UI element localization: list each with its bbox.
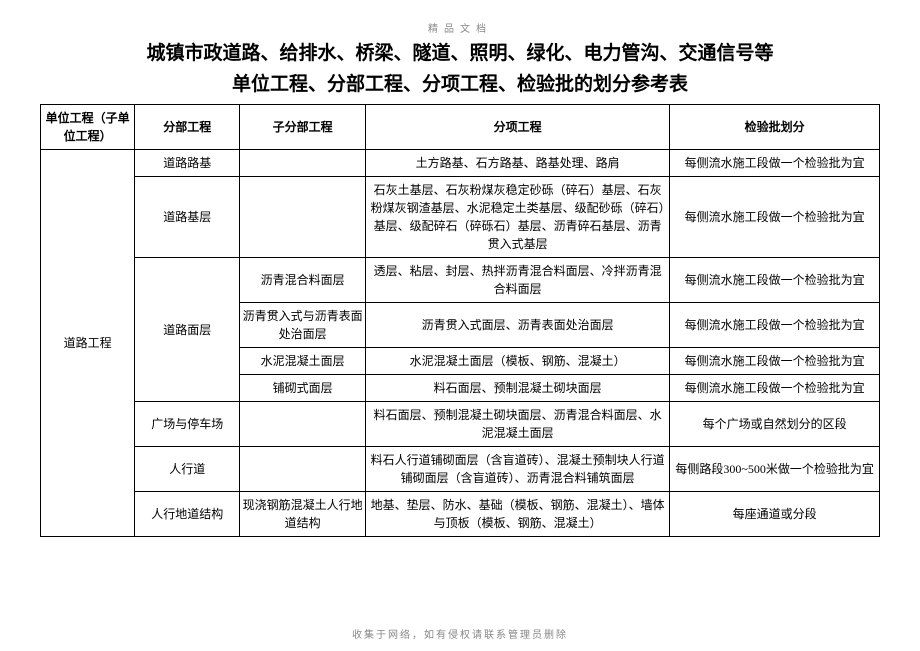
title-line2: 单位工程、分部工程、分项工程、检验批的划分参考表 xyxy=(40,69,880,96)
footer-small-text: 收集于网络，如有侵权请联系管理员删除 xyxy=(0,626,920,641)
cell-items: 料石面层、预制混凝土砌块面层 xyxy=(366,375,670,402)
cell-part: 道路基层 xyxy=(135,177,240,258)
table-row: 人行地道结构 现浇钢筋混凝土人行地道结构 地基、垫层、防水、基础（模板、钢筋、混… xyxy=(41,492,880,537)
cell-sub xyxy=(240,177,366,258)
cell-check: 每侧流水施工段做一个检验批为宜 xyxy=(670,150,880,177)
cell-sub: 现浇钢筋混凝土人行地道结构 xyxy=(240,492,366,537)
cell-sub: 沥青贯入式与沥青表面处治面层 xyxy=(240,303,366,348)
cell-items: 透层、粘层、封层、热拌沥青混合料面层、冷拌沥青混合料面层 xyxy=(366,258,670,303)
table-header-row: 单位工程（子单位工程） 分部工程 子分部工程 分项工程 检验批划分 xyxy=(41,105,880,150)
col-part: 分部工程 xyxy=(135,105,240,150)
cell-items: 料石人行道铺砌面层（含盲道砖）、混凝土预制块人行道铺砌面层（含盲道砖）、沥青混合… xyxy=(366,447,670,492)
cell-check: 每座通道或分段 xyxy=(670,492,880,537)
header-small-text: 精品文档 xyxy=(40,20,880,35)
cell-check: 每个广场或自然划分的区段 xyxy=(670,402,880,447)
cell-sub xyxy=(240,402,366,447)
cell-check: 每侧流水施工段做一个检验批为宜 xyxy=(670,258,880,303)
cell-items: 土方路基、石方路基、路基处理、路肩 xyxy=(366,150,670,177)
table-row: 道路面层 沥青混合料面层 透层、粘层、封层、热拌沥青混合料面层、冷拌沥青混合料面… xyxy=(41,258,880,303)
col-check: 检验批划分 xyxy=(670,105,880,150)
cell-items: 沥青贯入式面层、沥青表面处治面层 xyxy=(366,303,670,348)
cell-part: 人行地道结构 xyxy=(135,492,240,537)
cell-part: 广场与停车场 xyxy=(135,402,240,447)
main-table: 单位工程（子单位工程） 分部工程 子分部工程 分项工程 检验批划分 道路工程 道… xyxy=(40,104,880,537)
cell-part: 道路面层 xyxy=(135,258,240,402)
cell-part: 道路路基 xyxy=(135,150,240,177)
cell-check: 每侧流水施工段做一个检验批为宜 xyxy=(670,375,880,402)
cell-items: 石灰土基层、石灰粉煤灰稳定砂砾（碎石）基层、石灰粉煤灰钢渣基层、水泥稳定土类基层… xyxy=(366,177,670,258)
table-row: 广场与停车场 料石面层、预制混凝土砌块面层、沥青混合料面层、水泥混凝土面层 每个… xyxy=(41,402,880,447)
cell-check: 每侧流水施工段做一个检验批为宜 xyxy=(670,303,880,348)
cell-check: 每侧路段300~500米做一个检验批为宜 xyxy=(670,447,880,492)
table-row: 道路基层 石灰土基层、石灰粉煤灰稳定砂砾（碎石）基层、石灰粉煤灰钢渣基层、水泥稳… xyxy=(41,177,880,258)
cell-sub: 水泥混凝土面层 xyxy=(240,348,366,375)
cell-items: 水泥混凝土面层（模板、钢筋、混凝土） xyxy=(366,348,670,375)
table-row: 人行道 料石人行道铺砌面层（含盲道砖）、混凝土预制块人行道铺砌面层（含盲道砖）、… xyxy=(41,447,880,492)
cell-check: 每侧流水施工段做一个检验批为宜 xyxy=(670,177,880,258)
col-subpart: 子分部工程 xyxy=(240,105,366,150)
cell-part: 人行道 xyxy=(135,447,240,492)
cell-sub: 铺砌式面层 xyxy=(240,375,366,402)
cell-check: 每侧流水施工段做一个检验批为宜 xyxy=(670,348,880,375)
cell-sub xyxy=(240,150,366,177)
cell-items: 地基、垫层、防水、基础（模板、钢筋、混凝土）、墙体与顶板（模板、钢筋、混凝土） xyxy=(366,492,670,537)
title-line1: 城镇市政道路、给排水、桥梁、隧道、照明、绿化、电力管沟、交通信号等 xyxy=(40,39,880,69)
cell-items: 料石面层、预制混凝土砌块面层、沥青混合料面层、水泥混凝土面层 xyxy=(366,402,670,447)
cell-unit-project: 道路工程 xyxy=(41,150,135,537)
col-unit: 单位工程（子单位工程） xyxy=(41,105,135,150)
cell-sub xyxy=(240,447,366,492)
cell-sub: 沥青混合料面层 xyxy=(240,258,366,303)
col-items: 分项工程 xyxy=(366,105,670,150)
table-row: 道路工程 道路路基 土方路基、石方路基、路基处理、路肩 每侧流水施工段做一个检验… xyxy=(41,150,880,177)
